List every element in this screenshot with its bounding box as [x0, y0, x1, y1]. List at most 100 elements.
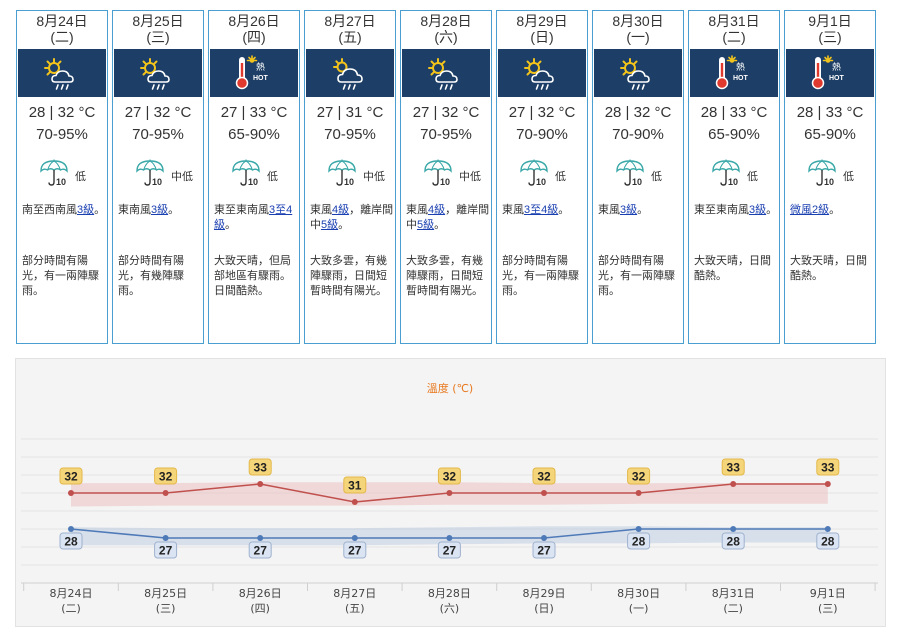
- forecast-card: 8月30日 (一) 28 | 32 °C 70-90% 10 低 東風3級。: [592, 10, 684, 344]
- weather-description: 大致天晴，但局部地區有驟雨。日間酷熱。: [214, 255, 291, 297]
- wind-forecast: 南至西南風3級。: [22, 203, 106, 218]
- x-tick-label: (日): [534, 602, 554, 615]
- wind-text: 。: [829, 204, 841, 216]
- wind-text: 東風: [406, 204, 428, 216]
- sunny-periods-showers-icon: [594, 49, 682, 97]
- forecast-weekday: (六): [434, 29, 458, 45]
- svg-text:10: 10: [728, 177, 738, 187]
- data-label-box: [816, 532, 840, 550]
- forecast-weekday: (五): [338, 29, 362, 45]
- uv-level: 低: [267, 171, 278, 183]
- x-tick-label: (二): [61, 602, 81, 615]
- data-label-box: [248, 458, 272, 476]
- uv-index: 10 中低: [135, 159, 195, 191]
- wind-force-link[interactable]: 4級: [332, 204, 350, 216]
- wind-force-link[interactable]: 3級: [77, 204, 95, 216]
- data-label: 33: [821, 461, 835, 475]
- data-point: [824, 481, 831, 487]
- uv-index: 10 低: [615, 159, 675, 191]
- forecast-date: 9月1日: [808, 13, 852, 29]
- temperature-range: 28 | 32 °C: [604, 104, 672, 121]
- svg-text:熱: 熱: [736, 61, 745, 73]
- uv-level: 低: [651, 171, 662, 183]
- forecast-card: 8月26日 (四) 熱 HOT 27 | 33 °C 65-90% 10 低: [208, 10, 300, 344]
- forecast-card: 9月1日 (三) 熱 HOT 28 | 33 °C 65-90% 10 低: [784, 10, 876, 344]
- data-label: 28: [821, 535, 835, 549]
- forecast-weekday: (二): [50, 29, 74, 45]
- weather-description: 大致天晴，日間酷熱。: [694, 255, 771, 282]
- data-label-box: [248, 541, 272, 559]
- data-label-box: [437, 541, 461, 559]
- uv-level: 低: [555, 171, 566, 183]
- data-point: [730, 481, 737, 487]
- data-label-box: [721, 532, 745, 550]
- wind-text: 東至東南風: [214, 204, 269, 216]
- uv-level: 低: [843, 171, 854, 183]
- temperature-chart: 溫度 (℃) 32 32 33 31 32 32 32 33 33 28 27 27 27 27 27 28 28…: [15, 358, 886, 627]
- wind-text: 。: [434, 219, 446, 231]
- svg-text:10: 10: [248, 177, 258, 187]
- data-label: 27: [348, 544, 362, 558]
- wind-forecast: 東風3級。: [598, 203, 682, 218]
- forecast-card: 8月29日 (日) 27 | 32 °C 70-90% 10 低 東風3至4: [496, 10, 588, 344]
- data-point: [257, 481, 264, 487]
- wind-text: 。: [338, 219, 350, 231]
- sunny-periods-showers-icon: [498, 49, 586, 97]
- wind-force-link[interactable]: 5級: [417, 219, 435, 231]
- temperature-range: 28 | 33 °C: [700, 104, 768, 121]
- svg-text:10: 10: [56, 177, 66, 187]
- wind-text: 東至東南風: [694, 204, 749, 216]
- x-tick-label: (四): [250, 602, 270, 615]
- data-label-box: [627, 532, 651, 550]
- humidity-range: 70-95%: [324, 126, 376, 143]
- data-label: 27: [159, 544, 173, 558]
- very-hot-icon: 熱 HOT: [786, 49, 874, 97]
- data-label: 32: [537, 470, 551, 484]
- wind-force-link[interactable]: 3至4級: [214, 204, 293, 231]
- wind-text: ，離岸間中: [310, 204, 394, 231]
- wind-text: 。: [225, 219, 236, 231]
- temperature-range: 27 | 33 °C: [220, 104, 288, 121]
- wind-text: 。: [168, 204, 180, 216]
- x-tick-label: (一): [629, 602, 649, 615]
- forecast-date: 8月27日: [324, 13, 376, 29]
- temperature-chart-svg: 溫度 (℃) 32 32 33 31 32 32 32 33 33 28 27 27 27 27 27 28 28…: [21, 381, 878, 615]
- uv-index: 10 低: [39, 159, 99, 191]
- humidity-range: 70-95%: [420, 126, 472, 143]
- wind-force-link[interactable]: 3級: [151, 204, 169, 216]
- data-label: 33: [254, 461, 268, 475]
- wind-forecast: 東風3至4級。: [502, 203, 586, 218]
- chart-title: 溫度 (℃): [427, 381, 473, 395]
- x-tick-label: (三): [818, 602, 838, 615]
- temperature-range: 27 | 32 °C: [124, 104, 192, 121]
- very-hot-icon: 熱 HOT: [210, 49, 298, 97]
- uv-level: 低: [747, 171, 758, 183]
- weather-description: 大致多雲，有幾陣驟雨，日間短暫時間有陽光。: [310, 255, 387, 297]
- wind-text: 東風: [502, 204, 524, 216]
- data-point: [162, 490, 169, 496]
- svg-text:10: 10: [536, 177, 546, 187]
- data-label-box: [59, 532, 83, 550]
- x-tick-label: 8月24日: [50, 587, 93, 600]
- data-point: [541, 490, 547, 496]
- data-point: [541, 535, 547, 541]
- temperature-range: 28 | 32 °C: [28, 104, 96, 121]
- forecast-date: 8月25日: [132, 13, 184, 29]
- wind-force-link[interactable]: 微風2級: [790, 204, 830, 216]
- data-label-box: [343, 541, 367, 559]
- wind-force-link[interactable]: 5級: [321, 219, 339, 231]
- sunny-periods-showers-icon: [402, 49, 490, 97]
- wind-force-link[interactable]: 4級: [428, 204, 446, 216]
- wind-force-link[interactable]: 3至4級: [524, 204, 559, 216]
- data-point: [730, 526, 737, 532]
- wind-text: 。: [766, 204, 778, 216]
- wind-force-link[interactable]: 3級: [620, 204, 638, 216]
- data-label-box: [437, 467, 461, 485]
- uv-index: 10 低: [519, 159, 579, 191]
- humidity-range: 65-90%: [228, 126, 280, 143]
- data-label: 28: [64, 535, 78, 549]
- wind-force-link[interactable]: 3級: [749, 204, 767, 216]
- temperature-range: 27 | 31 °C: [316, 104, 384, 121]
- svg-text:10: 10: [152, 177, 162, 187]
- uv-index: 10 低: [807, 159, 867, 191]
